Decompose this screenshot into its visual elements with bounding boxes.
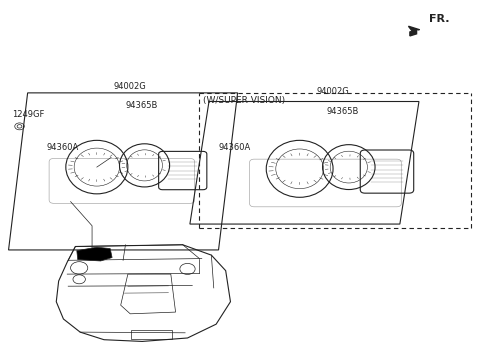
- Text: 94365B: 94365B: [126, 101, 158, 110]
- Polygon shape: [408, 26, 420, 36]
- Text: (W/SUPER VISION): (W/SUPER VISION): [203, 96, 286, 105]
- Text: 1249GF: 1249GF: [12, 110, 44, 119]
- Text: 94360A: 94360A: [47, 143, 79, 152]
- Text: FR.: FR.: [429, 14, 449, 24]
- Bar: [131, 330, 172, 339]
- Text: 94360A: 94360A: [218, 143, 251, 152]
- Polygon shape: [77, 247, 112, 261]
- Text: 94002G: 94002G: [114, 82, 146, 91]
- Text: 94002G: 94002G: [317, 87, 349, 96]
- Text: 94365B: 94365B: [326, 107, 359, 116]
